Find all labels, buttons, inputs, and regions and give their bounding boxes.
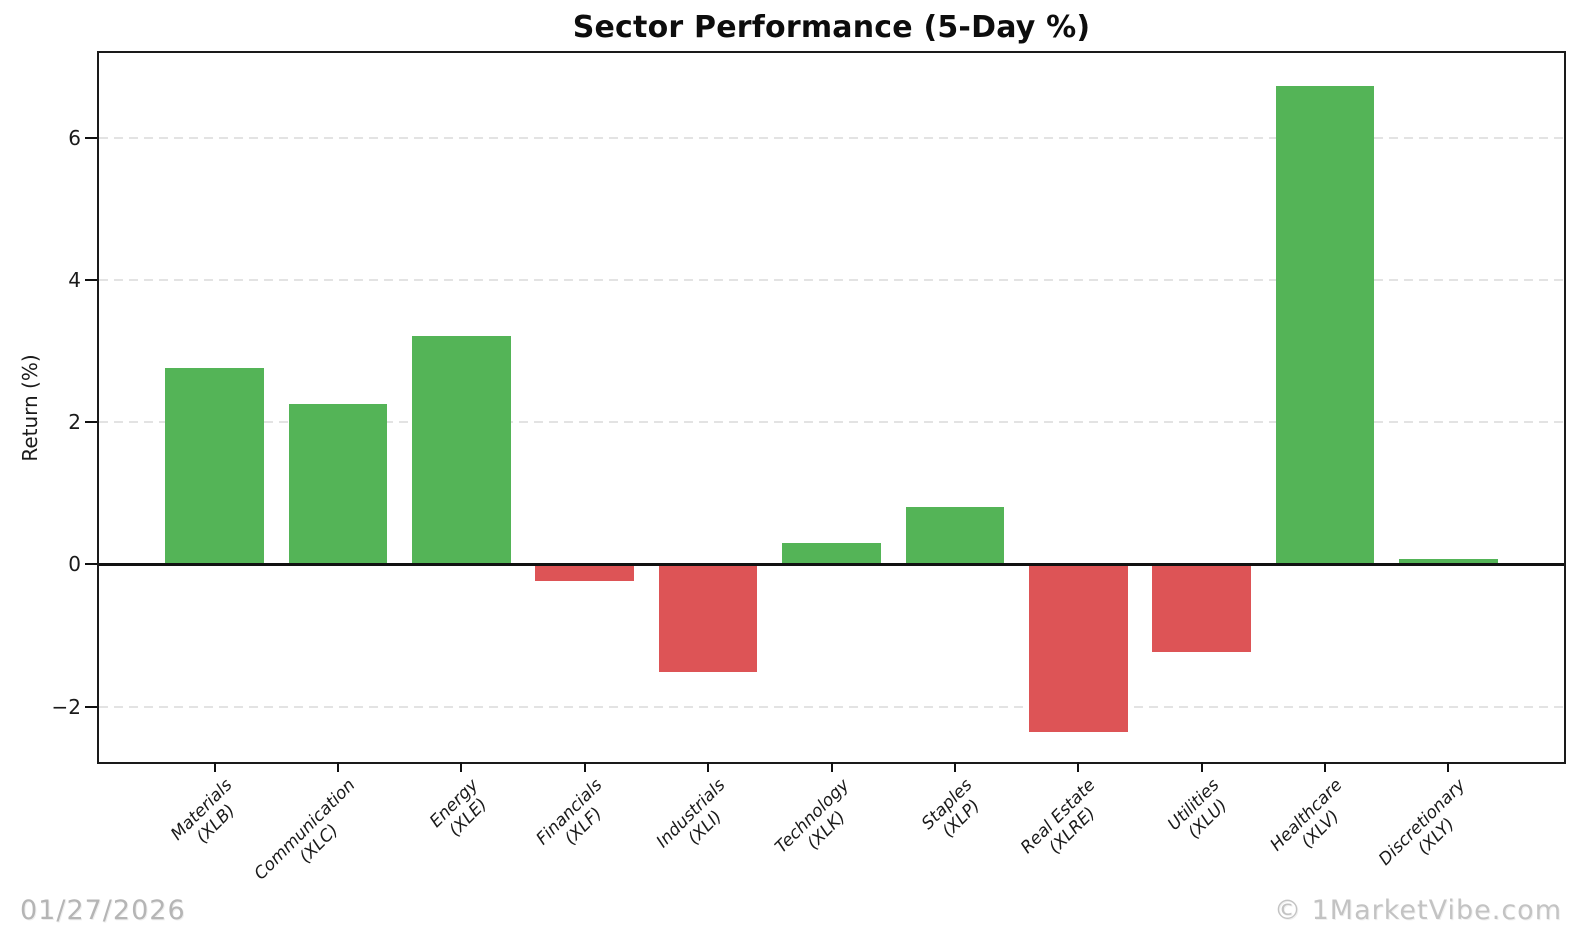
gridline — [99, 705, 1564, 708]
y-tick-label: 2 — [68, 410, 81, 435]
bar-xlb — [165, 368, 265, 565]
gridline — [99, 136, 1564, 139]
x-tick-mark — [583, 762, 586, 772]
bar-xlv — [1275, 86, 1375, 565]
y-tick-label: 4 — [68, 267, 81, 292]
x-tick-label-xlv: Healthcare (XLV) — [1266, 775, 1360, 869]
x-tick-mark — [1200, 762, 1203, 772]
x-tick-mark — [337, 762, 340, 772]
x-tick-label-xle: Energy (XLE) — [426, 775, 497, 846]
x-tick-label-xly: Discretionary (XLY) — [1375, 775, 1484, 884]
bar-xlu — [1152, 564, 1251, 652]
bar-xle — [412, 336, 511, 565]
x-tick-mark — [1323, 762, 1326, 772]
x-tick-mark — [460, 762, 463, 772]
x-tick-label-xli: Industrials (XLI) — [653, 775, 743, 866]
chart-title: Sector Performance (5-Day %) — [572, 10, 1091, 45]
x-tick-mark — [953, 762, 956, 772]
y-tick-mark — [85, 136, 97, 139]
watermark-date: 01/27/2026 — [20, 895, 186, 926]
y-tick-mark — [85, 421, 97, 424]
y-tick-mark — [85, 563, 97, 566]
x-tick-label-xlk: Technology (XLK) — [771, 775, 868, 872]
bar-xlc — [288, 404, 388, 565]
x-tick-label-xlu: Utilities (XLU) — [1164, 775, 1237, 849]
x-tick-label-xlf: Financials (XLF) — [532, 775, 620, 863]
y-tick-label: −2 — [51, 694, 81, 719]
gridline — [99, 421, 1564, 424]
bar-xli — [658, 564, 758, 673]
bar-xlp — [905, 507, 1005, 565]
x-tick-label-xlre: Real Estate (XLRE) — [1017, 775, 1114, 872]
x-tick-label-xlc: Communication (XLC) — [251, 775, 373, 898]
bar-xlk — [782, 542, 881, 565]
x-tick-label-xlp: Staples (XLP) — [918, 775, 990, 848]
y-tick-mark — [85, 278, 97, 281]
bar-xlf — [535, 564, 635, 581]
x-tick-mark — [213, 762, 216, 772]
y-tick-label: 0 — [68, 552, 81, 577]
x-tick-mark — [830, 762, 833, 772]
y-tick-mark — [85, 705, 97, 708]
plot-area: 6 4 2 0 −2 Materials (XLB) Communication (XLC) En… — [52, 51, 1566, 884]
gridline — [99, 278, 1564, 281]
zero-line — [99, 562, 1564, 566]
bar-xlre — [1028, 564, 1128, 733]
watermark-brand: © 1MarketVibe.com — [1274, 895, 1562, 926]
x-tick-mark — [1447, 762, 1450, 772]
y-tick-label: 6 — [68, 125, 81, 150]
x-tick-mark — [707, 762, 710, 772]
x-tick-mark — [1077, 762, 1080, 772]
x-tick-label-xlb: Materials (XLB) — [167, 775, 251, 859]
y-axis-label: Return (%) — [18, 354, 42, 462]
bar-xly — [1398, 558, 1498, 565]
